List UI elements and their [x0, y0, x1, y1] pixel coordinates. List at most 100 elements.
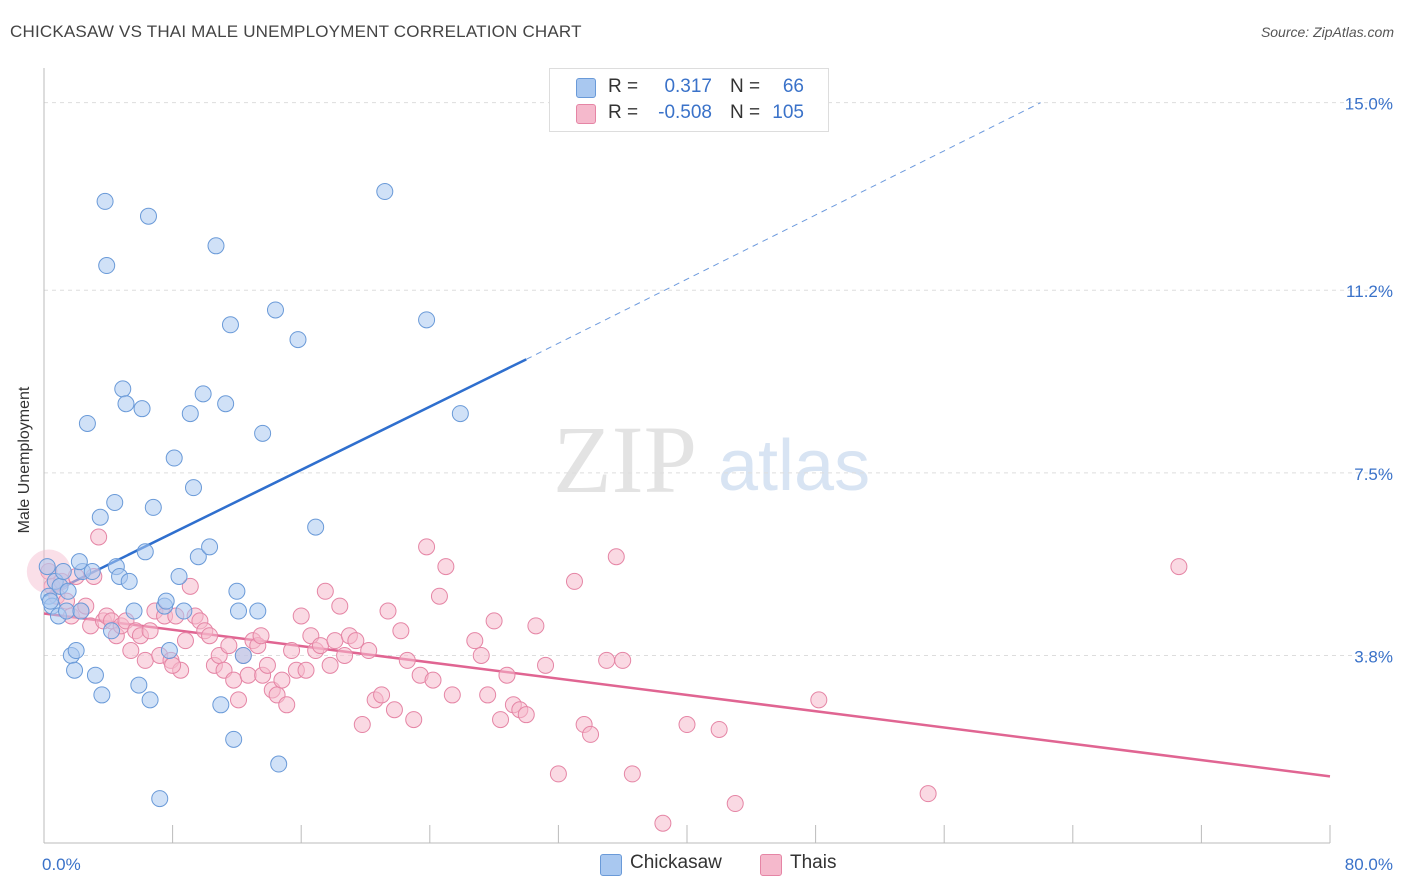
- legend-r-label: R =: [608, 76, 639, 97]
- thais-point: [607, 548, 625, 566]
- chickasaw-point: [194, 385, 212, 403]
- chickasaw-point: [67, 642, 85, 660]
- chickasaw-point: [133, 400, 151, 418]
- chickasaw-point: [451, 405, 469, 423]
- chickasaw-point: [217, 395, 235, 413]
- legend-n-label: N =: [730, 102, 761, 123]
- chickasaw-trend-line: [43, 358, 527, 598]
- chickasaw-point: [54, 563, 72, 581]
- chickasaw-points: [38, 183, 469, 808]
- chickasaw-point: [117, 395, 135, 413]
- thais-point: [326, 632, 344, 650]
- chickasaw-point: [130, 676, 148, 694]
- thais-point: [479, 686, 497, 704]
- chickasaw-point: [38, 558, 56, 576]
- thais-point: [710, 720, 728, 738]
- thais-point: [225, 671, 243, 689]
- thais-point: [565, 572, 583, 590]
- thais-point: [919, 785, 937, 803]
- chickasaw-point: [86, 666, 104, 684]
- x-tick-label: 80.0%: [1345, 855, 1393, 874]
- thais-point: [623, 765, 641, 783]
- chickasaw-point: [254, 424, 272, 442]
- thais-point: [353, 716, 371, 734]
- thais-point: [379, 602, 397, 620]
- chickasaw-legend-label: Chickasaw: [630, 852, 722, 873]
- legend-n-value: 105: [772, 102, 804, 123]
- thais-point: [292, 607, 310, 625]
- thais-legend-label: Thais: [790, 852, 837, 873]
- chickasaw-point: [151, 790, 169, 808]
- thais-point: [437, 558, 455, 576]
- chickasaw-point: [212, 696, 230, 714]
- legend-r-value: -0.508: [658, 102, 712, 123]
- thais-point: [347, 632, 365, 650]
- thais-point: [220, 637, 238, 655]
- chickasaw-point: [72, 602, 90, 620]
- chickasaw-point: [144, 498, 162, 516]
- chickasaw-point: [120, 572, 138, 590]
- chickasaw-legend-swatch: [600, 854, 622, 876]
- thais-point: [492, 711, 510, 729]
- thais-point: [297, 661, 315, 679]
- chart-source: Source: ZipAtlas.com: [1260, 24, 1394, 40]
- thais-point: [385, 701, 403, 719]
- tick-labels: 3.8% 7.5% 11.2% 15.0% 0.0% 80.0%: [42, 95, 1393, 874]
- legend-n-value: 66: [782, 76, 804, 97]
- thais-point: [311, 637, 329, 655]
- thais-point: [810, 691, 828, 709]
- chickasaw-point: [181, 405, 199, 423]
- thais-point: [360, 642, 378, 660]
- thais-point: [654, 814, 672, 832]
- x-tick-label: 0.0%: [42, 855, 81, 874]
- thais-point: [181, 577, 199, 595]
- legend-r-value: 0.317: [664, 76, 712, 97]
- thais-point: [726, 795, 744, 813]
- y-tick-label: 11.2%: [1346, 282, 1393, 301]
- thais-point: [517, 706, 535, 724]
- chickasaw-point: [59, 582, 77, 600]
- thais-point: [278, 696, 296, 714]
- thais-point: [336, 646, 354, 664]
- thais-point: [373, 686, 391, 704]
- chickasaw-point: [221, 316, 239, 334]
- thais-point: [466, 632, 484, 650]
- chickasaw-point: [125, 602, 143, 620]
- axes: [43, 68, 1331, 844]
- correlation-legend: R = 0.317 N = 66 R = -0.508 N = 105: [549, 68, 829, 132]
- thais-point: [614, 651, 632, 669]
- chickasaw-point: [207, 237, 225, 255]
- watermark-zip: ZIP: [553, 406, 697, 513]
- chickasaw-point: [270, 755, 288, 773]
- thais-swatch: [576, 104, 596, 124]
- chickasaw-point: [189, 548, 207, 566]
- chickasaw-point: [170, 567, 188, 585]
- chickasaw-point: [98, 257, 116, 275]
- legend-r-label: R =: [608, 102, 639, 123]
- chickasaw-point: [184, 479, 202, 497]
- thais-point: [316, 582, 334, 600]
- chickasaw-point: [249, 602, 267, 620]
- thais-point: [472, 646, 490, 664]
- chickasaw-point: [106, 493, 124, 511]
- chickasaw-point: [225, 730, 243, 748]
- thais-point: [136, 651, 154, 669]
- chickasaw-point: [136, 543, 154, 561]
- y-tick-label: 15.0%: [1345, 95, 1393, 114]
- chickasaw-point: [91, 508, 109, 526]
- thais-point: [485, 612, 503, 630]
- chickasaw-point: [70, 553, 88, 571]
- thais-point: [405, 711, 423, 729]
- chickasaw-point: [230, 602, 248, 620]
- thais-point: [678, 716, 696, 734]
- y-axis-label: Male Unemployment: [16, 386, 33, 534]
- chickasaw-point: [289, 331, 307, 349]
- y-tick-label: 3.8%: [1354, 647, 1393, 666]
- chickasaw-point: [376, 183, 394, 201]
- chickasaw-point: [228, 582, 246, 600]
- thais-point: [527, 617, 545, 635]
- chickasaw-point: [165, 449, 183, 467]
- thais-point: [430, 587, 448, 605]
- thais-point: [537, 656, 555, 674]
